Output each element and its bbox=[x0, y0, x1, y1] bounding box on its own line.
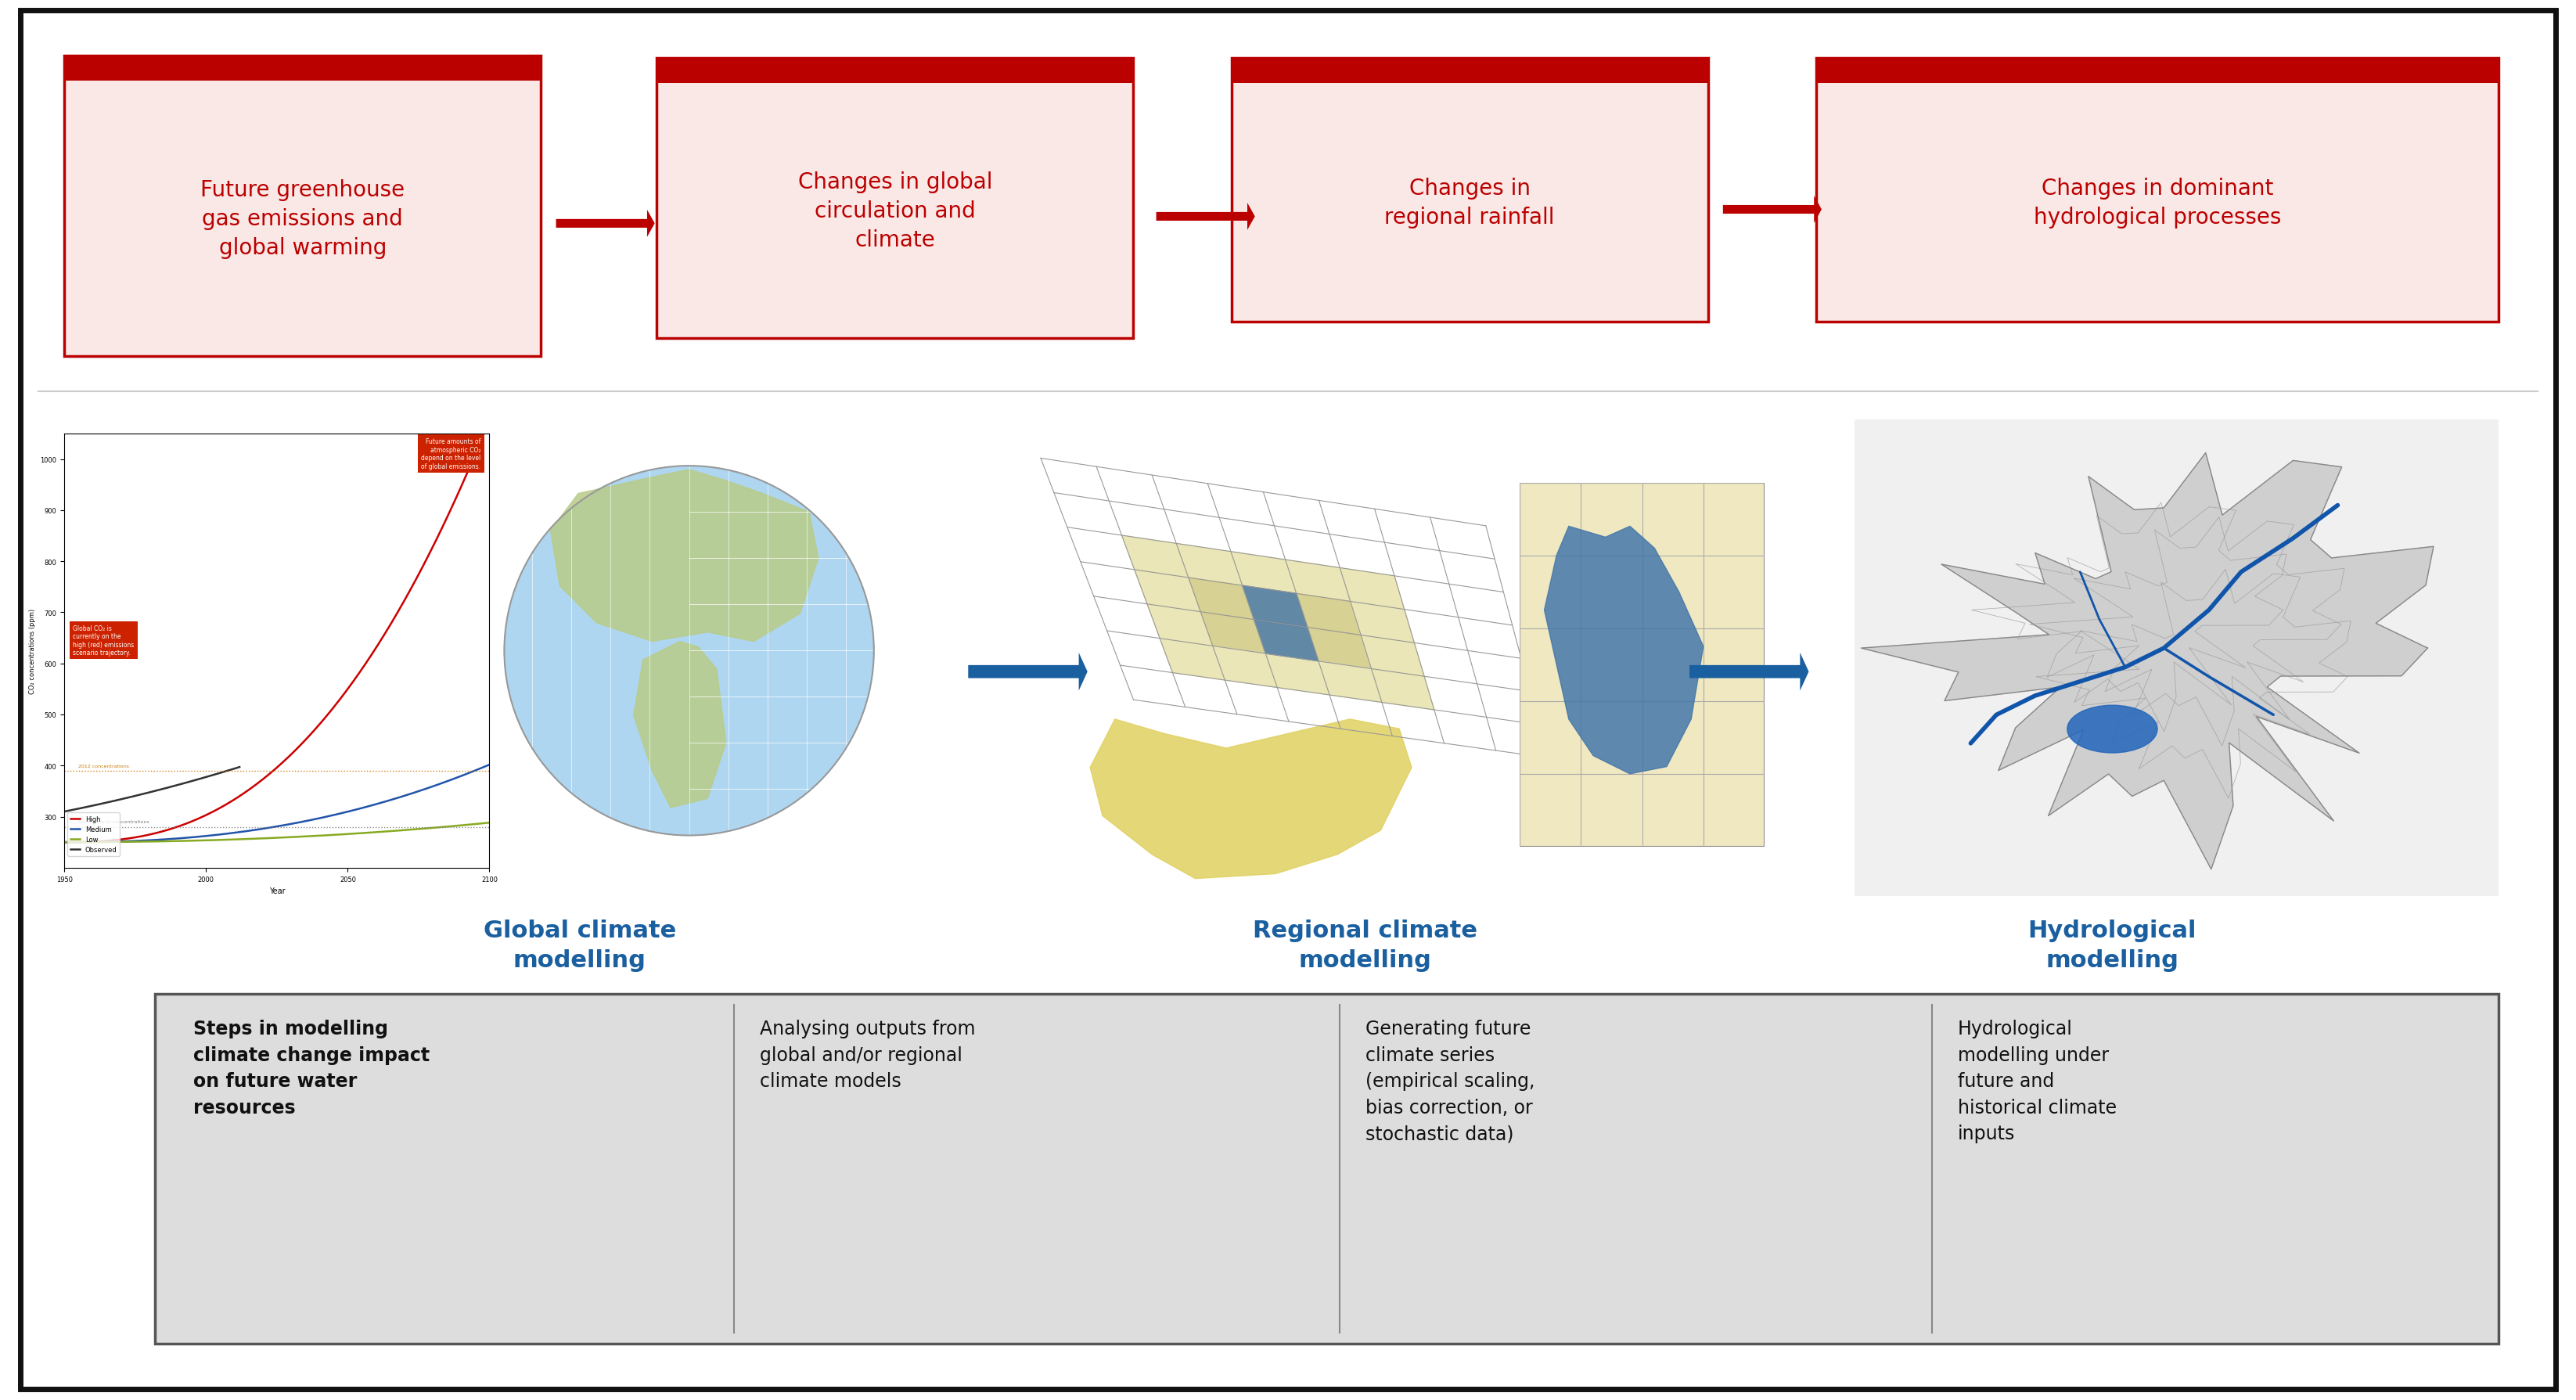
FancyBboxPatch shape bbox=[64, 56, 541, 357]
Text: Hydrological
modelling: Hydrological modelling bbox=[2027, 918, 2197, 972]
Text: Generating future
climate series
(empirical scaling,
bias correction, or
stochas: Generating future climate series (empiri… bbox=[1365, 1019, 1535, 1142]
FancyBboxPatch shape bbox=[1231, 59, 1708, 84]
FancyBboxPatch shape bbox=[1231, 59, 1708, 322]
FancyBboxPatch shape bbox=[657, 59, 1133, 339]
FancyBboxPatch shape bbox=[64, 56, 541, 81]
FancyBboxPatch shape bbox=[155, 994, 2499, 1344]
FancyBboxPatch shape bbox=[657, 59, 1133, 84]
FancyBboxPatch shape bbox=[21, 11, 2555, 1389]
Text: Analysing outputs from
global and/or regional
climate models: Analysing outputs from global and/or reg… bbox=[760, 1019, 976, 1091]
Text: Changes in dominant
hydrological processes: Changes in dominant hydrological process… bbox=[2032, 178, 2282, 228]
Text: Changes in global
circulation and
climate: Changes in global circulation and climat… bbox=[799, 172, 992, 251]
Text: Future greenhouse
gas emissions and
global warming: Future greenhouse gas emissions and glob… bbox=[201, 179, 404, 259]
Text: Hydrological
modelling under
future and
historical climate
inputs: Hydrological modelling under future and … bbox=[1958, 1019, 2117, 1142]
FancyBboxPatch shape bbox=[1816, 59, 2499, 322]
FancyBboxPatch shape bbox=[1816, 59, 2499, 84]
Text: Regional climate
modelling: Regional climate modelling bbox=[1252, 918, 1479, 972]
Text: Steps in modelling
climate change impact
on future water
resources: Steps in modelling climate change impact… bbox=[193, 1019, 430, 1117]
Text: Changes in
regional rainfall: Changes in regional rainfall bbox=[1383, 178, 1556, 228]
Text: Global climate
modelling: Global climate modelling bbox=[484, 918, 675, 972]
